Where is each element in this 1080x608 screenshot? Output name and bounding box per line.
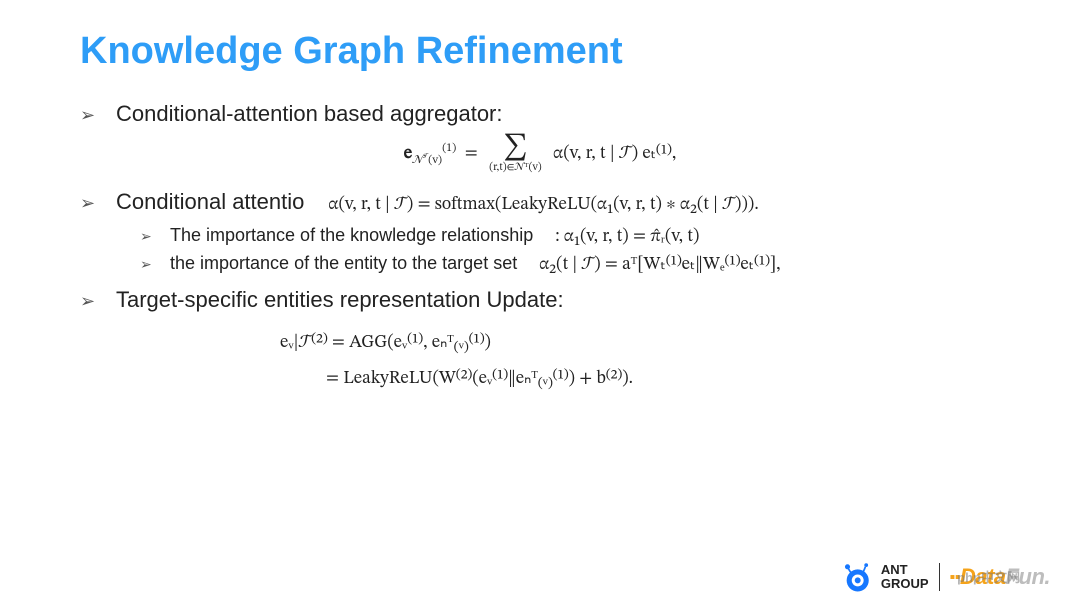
sub-bullet-alpha2: ➢ the importance of the entity to the ta…: [140, 253, 1000, 277]
formula-alpha1: : α₁(v, r, t) = π̂ᵣ(v, t): [555, 225, 699, 249]
footer-divider: [939, 563, 940, 591]
footer: ANT GROUP ▪▪DataFun.: [839, 560, 1050, 594]
bullet-text: Conditional-attention based aggregator:: [116, 101, 503, 127]
bullet-icon: ➢: [80, 105, 102, 126]
bullet-icon: ➢: [140, 228, 158, 245]
sub-bullet-alpha1: ➢ The importance of the knowledge relati…: [140, 225, 1000, 249]
bullet-aggregator: ➢ Conditional-attention based aggregator…: [80, 101, 1000, 127]
sub-text: The importance of the knowledge relation…: [170, 225, 533, 246]
datafun-logo: ▪▪DataFun.: [950, 564, 1050, 590]
ant-group-logo: ANT GROUP: [839, 560, 929, 594]
page-title: Knowledge Graph Refinement: [80, 30, 1000, 73]
bullet-conditional-attention: ➢ Conditional attentio α(v, r, t | 𝒯) = …: [80, 189, 1000, 217]
bullet-icon: ➢: [140, 256, 158, 273]
bullet-text: Target-specific entities representation …: [116, 287, 564, 313]
equation-update-line1: eᵥ|𝒯⁽²⁾ = AGG(eᵥ⁽¹⁾, eₙᵀ₍ᵥ₎⁽¹⁾): [280, 325, 800, 361]
sub-text: the importance of the entity to the targ…: [170, 253, 517, 274]
equation-update: eᵥ|𝒯⁽²⁾ = AGG(eᵥ⁽¹⁾, eₙᵀ₍ᵥ₎⁽¹⁾) = LeakyR…: [80, 325, 1000, 397]
equation-update-line2: = LeakyReLU(W⁽²⁾(eᵥ⁽¹⁾‖eₙᵀ₍ᵥ₎⁽¹⁾) + b⁽²⁾…: [280, 361, 800, 397]
bullet-text: Conditional attentio: [116, 189, 304, 215]
ant-group-text: ANT GROUP: [881, 563, 929, 590]
bullet-icon: ➢: [80, 291, 102, 312]
ant-icon: [839, 560, 873, 594]
bullet-update: ➢ Target-specific entities representatio…: [80, 287, 1000, 313]
bullet-icon: ➢: [80, 193, 102, 214]
slide: Knowledge Graph Refinement ➢ Conditional…: [0, 0, 1080, 608]
formula-alpha2: α₂(t | 𝒯) = aᵀ[Wₜ⁽¹⁾eₜ‖Wₑ⁽¹⁾eₜ⁽¹⁾],: [539, 253, 780, 277]
sub-bullets: ➢ The importance of the knowledge relati…: [140, 225, 1000, 277]
formula-attention: α(v, r, t | 𝒯) = softmax(LeakyReLU(α₁(v,…: [328, 194, 758, 217]
equation-aggregator: e𝒩𝒯(v)(1) = ∑(r,t)∈𝒩ᵀ(v) α(v, r, t | 𝒯) …: [80, 135, 1000, 173]
